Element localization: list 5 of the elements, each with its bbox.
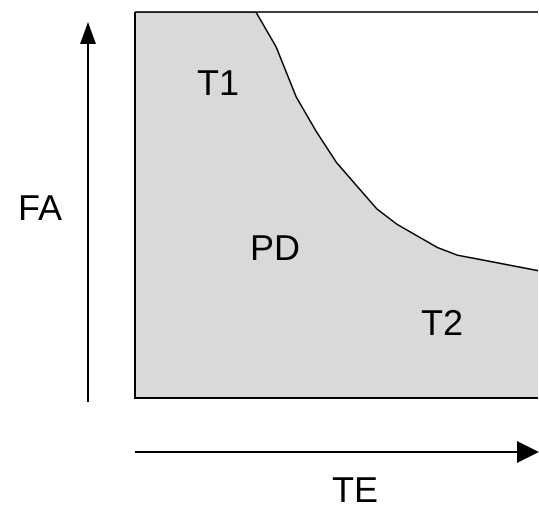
- annotation: T1: [196, 62, 240, 103]
- annotation: T2: [420, 302, 464, 343]
- x-axis-title: TE: [332, 468, 378, 510]
- y-axis-title: FA: [18, 186, 62, 228]
- annotation: PD: [250, 226, 300, 268]
